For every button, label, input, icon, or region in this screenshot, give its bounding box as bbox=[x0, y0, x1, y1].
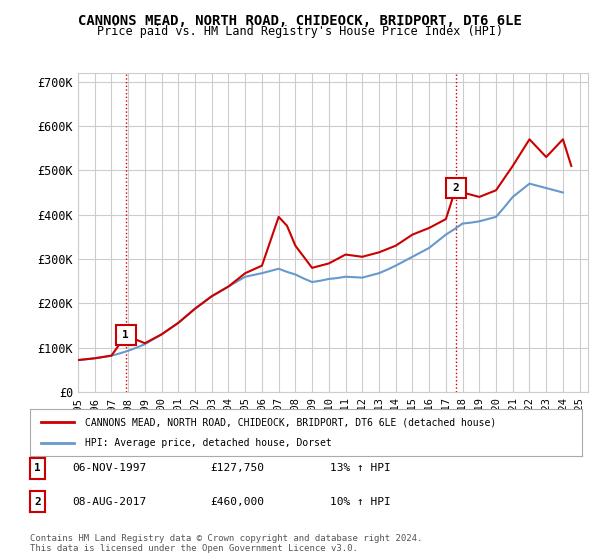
Text: 2: 2 bbox=[34, 497, 41, 507]
Text: 06-NOV-1997: 06-NOV-1997 bbox=[72, 463, 146, 473]
Text: 10% ↑ HPI: 10% ↑ HPI bbox=[330, 497, 391, 507]
Text: HPI: Average price, detached house, Dorset: HPI: Average price, detached house, Dors… bbox=[85, 438, 332, 448]
Text: 2: 2 bbox=[452, 183, 459, 193]
Text: 1: 1 bbox=[122, 330, 129, 340]
Text: 08-AUG-2017: 08-AUG-2017 bbox=[72, 497, 146, 507]
Text: CANNONS MEAD, NORTH ROAD, CHIDEOCK, BRIDPORT, DT6 6LE: CANNONS MEAD, NORTH ROAD, CHIDEOCK, BRID… bbox=[78, 14, 522, 28]
Text: 1: 1 bbox=[34, 463, 41, 473]
Text: Price paid vs. HM Land Registry's House Price Index (HPI): Price paid vs. HM Land Registry's House … bbox=[97, 25, 503, 38]
Text: £127,750: £127,750 bbox=[210, 463, 264, 473]
Text: CANNONS MEAD, NORTH ROAD, CHIDEOCK, BRIDPORT, DT6 6LE (detached house): CANNONS MEAD, NORTH ROAD, CHIDEOCK, BRID… bbox=[85, 417, 496, 427]
Text: Contains HM Land Registry data © Crown copyright and database right 2024.
This d: Contains HM Land Registry data © Crown c… bbox=[30, 534, 422, 553]
Text: £460,000: £460,000 bbox=[210, 497, 264, 507]
Text: 13% ↑ HPI: 13% ↑ HPI bbox=[330, 463, 391, 473]
